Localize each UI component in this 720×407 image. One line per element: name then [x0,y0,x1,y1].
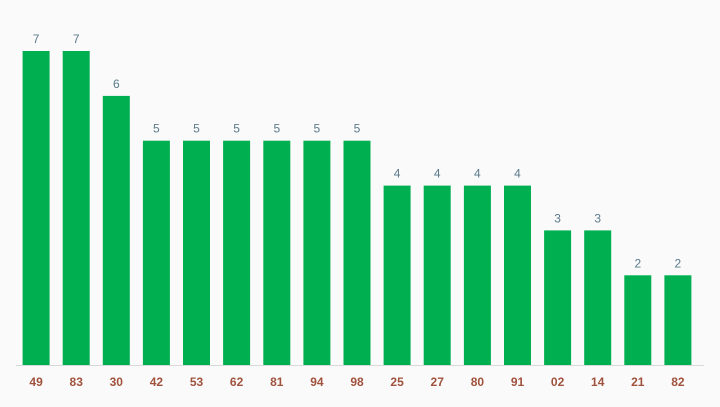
value-label-81: 5 [273,122,280,136]
value-labels-group: 7 7 6 5 5 5 5 5 5 4 4 4 4 3 3 2 2 [33,32,682,270]
value-label-42: 5 [153,122,160,136]
category-label-62: 62 [230,375,244,389]
value-label-21: 2 [634,256,641,270]
value-label-91: 4 [514,167,521,181]
value-label-25: 4 [394,167,401,181]
category-label-80: 80 [471,375,485,389]
value-label-62: 5 [233,122,240,136]
value-label-53: 5 [193,122,200,136]
bar-62 [223,140,251,365]
value-label-30: 6 [113,77,120,91]
bar-83 [62,51,90,365]
category-label-98: 98 [350,375,364,389]
category-label-53: 53 [190,375,204,389]
category-label-82: 82 [671,375,685,389]
category-label-94: 94 [310,375,324,389]
bar-98 [343,140,371,365]
bar-81 [263,140,291,365]
value-label-82: 2 [675,256,682,270]
value-label-27: 4 [434,167,441,181]
value-label-94: 5 [314,122,321,136]
value-label-49: 7 [33,32,40,46]
bar-27 [423,185,451,365]
bar-14 [584,230,612,365]
bar-30 [102,95,130,366]
bar-42 [142,140,170,365]
bars-group [22,51,692,366]
category-label-21: 21 [631,375,645,389]
category-label-83: 83 [70,375,84,389]
category-label-49: 49 [29,375,43,389]
value-label-80: 4 [474,167,481,181]
category-label-02: 02 [551,375,565,389]
value-label-14: 3 [594,211,601,225]
bar-91 [504,185,531,365]
bar-21 [624,275,652,365]
category-label-81: 81 [270,375,284,389]
bar-82 [664,275,692,365]
bar-49 [22,51,50,365]
category-label-27: 27 [431,375,445,389]
bar-25 [383,185,411,365]
category-label-14: 14 [591,375,605,389]
category-label-42: 42 [150,375,164,389]
bar-02 [544,230,572,365]
bar-80 [463,185,491,365]
value-label-83: 7 [73,32,80,46]
value-label-98: 5 [354,122,361,136]
bar-94 [303,140,331,365]
value-label-02: 3 [554,211,561,225]
category-label-91: 91 [511,375,525,389]
category-label-25: 25 [390,375,404,389]
category-label-30: 30 [110,375,124,389]
category-labels-group: 49 83 30 42 53 62 81 94 98 25 27 80 91 02 14 21 82 [29,375,684,389]
bar-53 [183,140,210,365]
